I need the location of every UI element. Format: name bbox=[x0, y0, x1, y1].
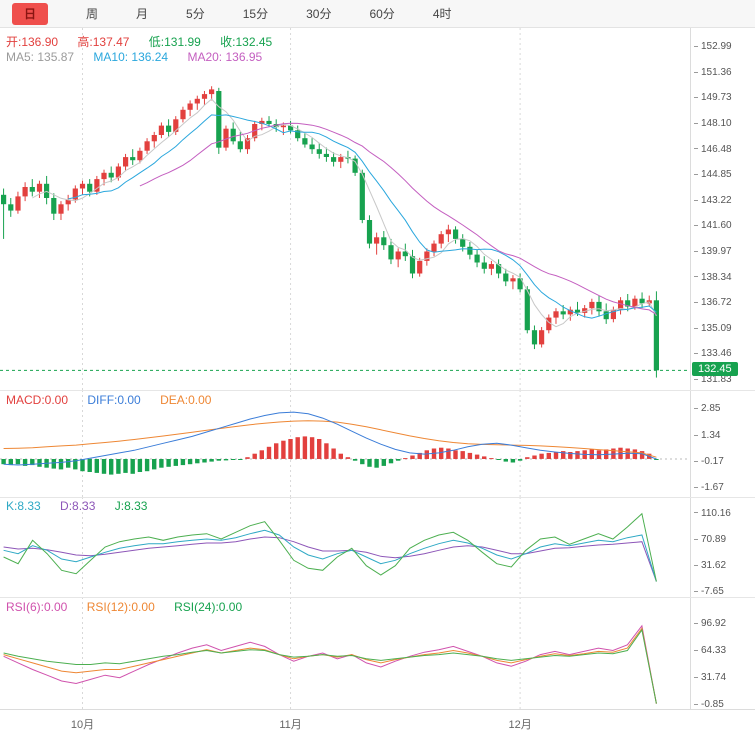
period-tab-weekly[interactable]: 周 bbox=[86, 6, 99, 21]
axis-tick-label: 96.92 bbox=[694, 618, 726, 629]
open-value: 开:136.90 bbox=[6, 35, 59, 49]
kdj-readout: K:8.33 D:8.33 J:8.33 bbox=[6, 499, 163, 513]
k-value: K:8.33 bbox=[6, 499, 41, 513]
price-axis[interactable]: 132.45 152.99 151.36 149.73 148.10 146.48 144… bbox=[690, 28, 755, 710]
axis-tick-label: 144.85 bbox=[694, 169, 732, 180]
axis-tick-label: 143.22 bbox=[694, 195, 732, 206]
high-value: 高:137.47 bbox=[77, 35, 130, 49]
j-value: J:8.33 bbox=[114, 499, 148, 513]
dea-value: DEA:0.00 bbox=[160, 393, 212, 407]
period-tab-4hour[interactable]: 4时 bbox=[432, 6, 452, 21]
axis-tick-label: 135.09 bbox=[694, 323, 732, 334]
axis-tick-label: -7.65 bbox=[694, 586, 724, 597]
axis-tick-label: 2.85 bbox=[694, 403, 720, 414]
ma5-value: MA5: 135.87 bbox=[6, 50, 75, 64]
ohlc-readout: 开:136.90 高:137.47 低:131.99 收:132.45 bbox=[6, 33, 288, 50]
rsi24-value: RSI(24):0.00 bbox=[174, 600, 243, 614]
x-axis-month-label: 10月 bbox=[70, 719, 95, 731]
axis-tick-label: 138.34 bbox=[694, 272, 732, 283]
axis-tick-label: -0.17 bbox=[694, 456, 724, 467]
panel-separator bbox=[0, 597, 755, 598]
axis-tick-label: 148.10 bbox=[694, 118, 732, 129]
axis-tick-label: 1.34 bbox=[694, 430, 720, 441]
macd-value: MACD:0.00 bbox=[6, 393, 69, 407]
ma20-value: MA20: 136.95 bbox=[187, 50, 263, 64]
axis-tick-label: 70.89 bbox=[694, 534, 726, 545]
axis-tick-label: 133.46 bbox=[694, 348, 732, 359]
axis-tick-label: -1.67 bbox=[694, 482, 724, 493]
axis-tick-label: 151.36 bbox=[694, 67, 732, 78]
period-tab-30min[interactable]: 30分 bbox=[306, 6, 332, 21]
kdj-chart-svg[interactable] bbox=[0, 497, 690, 597]
axis-tick-label: 152.99 bbox=[694, 41, 732, 52]
close-value: 收:132.45 bbox=[220, 35, 273, 49]
axis-tick-label: 31.62 bbox=[694, 560, 726, 571]
ma-readout: MA5: 135.87 MA10: 136.24 MA20: 136.95 bbox=[6, 50, 278, 64]
x-axis-month-label: 12月 bbox=[508, 719, 532, 731]
axis-tick-label: 131.83 bbox=[694, 374, 732, 385]
period-toolbar: 日 周 月 5分 15分 30分 60分 4时 bbox=[0, 0, 755, 28]
rsi12-value: RSI(12):0.00 bbox=[86, 600, 155, 614]
period-tab-daily[interactable]: 日 bbox=[12, 2, 49, 25]
macd-readout: MACD:0.00 DIFF:0.00 DEA:0.00 bbox=[6, 393, 227, 407]
axis-tick-label: 64.33 bbox=[694, 645, 726, 656]
period-tab-60min[interactable]: 60分 bbox=[369, 6, 395, 21]
axis-tick-label: -0.85 bbox=[694, 699, 724, 710]
panel-separator bbox=[0, 390, 755, 391]
last-price-badge: 132.45 bbox=[692, 362, 738, 377]
diff-value: DIFF:0.00 bbox=[87, 393, 141, 407]
axis-tick-label: 110.16 bbox=[694, 508, 731, 519]
axis-tick-label: 31.74 bbox=[694, 672, 726, 683]
period-tab-15min[interactable]: 15分 bbox=[242, 6, 269, 21]
candlestick-chart-svg[interactable] bbox=[0, 28, 690, 390]
macd-chart-svg[interactable] bbox=[0, 390, 690, 497]
axis-tick-label: 139.97 bbox=[694, 246, 732, 257]
period-tab-5min[interactable]: 5分 bbox=[186, 6, 205, 21]
chart-panels: 开:136.90 高:137.47 低:131.99 收:132.45 MA5:… bbox=[0, 28, 755, 741]
period-tab-monthly[interactable]: 月 bbox=[136, 6, 149, 21]
rsi-readout: RSI(6):0.00 RSI(12):0.00 RSI(24):0.00 bbox=[6, 600, 258, 614]
ma10-value: MA10: 136.24 bbox=[93, 50, 169, 64]
low-value: 低:131.99 bbox=[148, 35, 201, 49]
panel-separator bbox=[0, 497, 755, 498]
axis-tick-label: 146.48 bbox=[694, 144, 732, 155]
rsi-chart-svg[interactable] bbox=[0, 597, 690, 709]
d-value: D:8.33 bbox=[60, 499, 96, 513]
x-axis-month-label: 11月 bbox=[279, 719, 302, 731]
axis-tick-label: 149.73 bbox=[694, 92, 732, 103]
rsi6-value: RSI(6):0.00 bbox=[6, 600, 68, 614]
axis-tick-label: 136.72 bbox=[694, 297, 732, 308]
axis-tick-label: 141.60 bbox=[694, 220, 732, 231]
x-axis: 10月 11月 12月 bbox=[0, 709, 755, 741]
